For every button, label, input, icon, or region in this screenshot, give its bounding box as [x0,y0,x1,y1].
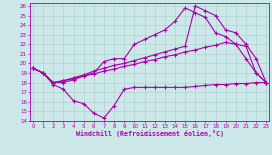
X-axis label: Windchill (Refroidissement éolien,°C): Windchill (Refroidissement éolien,°C) [76,130,224,137]
